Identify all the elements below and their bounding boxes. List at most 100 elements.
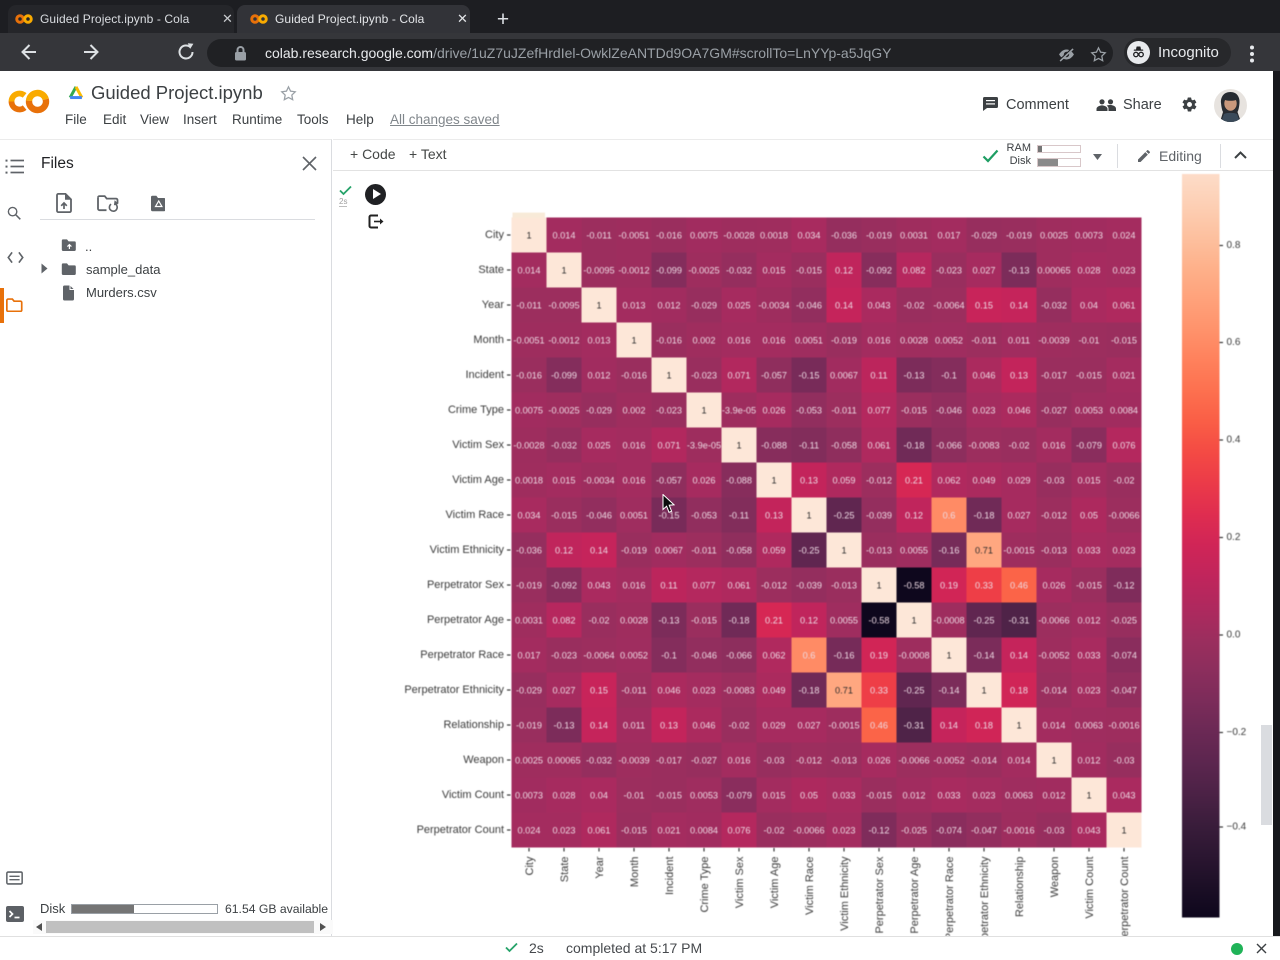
svg-text:0.027: 0.027 — [973, 266, 996, 276]
svg-text:1: 1 — [666, 371, 671, 381]
svg-text:0.0018: 0.0018 — [515, 476, 543, 486]
svg-text:-0.025: -0.025 — [901, 826, 927, 836]
svg-text:1: 1 — [1086, 791, 1091, 801]
svg-text:-0.074: -0.074 — [1111, 651, 1137, 661]
svg-text:0.18: 0.18 — [975, 721, 993, 731]
svg-text:-0.013: -0.013 — [1041, 546, 1067, 556]
svg-text:-0.029: -0.029 — [516, 686, 542, 696]
svg-text:-0.14: -0.14 — [939, 686, 960, 696]
svg-text:0.12: 0.12 — [800, 616, 818, 626]
svg-text:0.0051: 0.0051 — [795, 336, 823, 346]
svg-text:0.082: 0.082 — [553, 616, 576, 626]
svg-text:Perpetrator Ethnicity: Perpetrator Ethnicity — [979, 856, 991, 936]
svg-text:-0.0039: -0.0039 — [1038, 336, 1069, 346]
svg-text:0.14: 0.14 — [1010, 651, 1028, 661]
svg-text:-0.079: -0.079 — [1076, 441, 1102, 451]
svg-text:0.028: 0.028 — [1078, 266, 1101, 276]
svg-text:Weapon: Weapon — [1049, 857, 1061, 898]
svg-text:0.062: 0.062 — [763, 651, 786, 661]
svg-text:-0.31: -0.31 — [904, 721, 925, 731]
svg-text:0.33: 0.33 — [870, 686, 888, 696]
svg-text:Victim Race: Victim Race — [804, 857, 816, 915]
svg-text:0.025: 0.025 — [588, 441, 611, 451]
svg-text:0.023: 0.023 — [1078, 686, 1101, 696]
svg-text:-0.015: -0.015 — [796, 266, 822, 276]
svg-text:Relationship: Relationship — [443, 719, 504, 731]
svg-text:-0.0025: -0.0025 — [688, 266, 719, 276]
svg-text:-0.057: -0.057 — [761, 371, 787, 381]
svg-text:0.015: 0.015 — [1078, 476, 1101, 486]
svg-text:0.034: 0.034 — [798, 231, 821, 241]
svg-text:0.016: 0.016 — [728, 336, 751, 346]
svg-text:-0.18: -0.18 — [974, 511, 995, 521]
svg-text:-0.0083: -0.0083 — [968, 441, 999, 451]
svg-text:-0.0028: -0.0028 — [723, 231, 754, 241]
svg-text:0.049: 0.049 — [763, 686, 786, 696]
svg-text:-0.1: -0.1 — [941, 371, 957, 381]
svg-text:-0.027: -0.027 — [1041, 406, 1067, 416]
svg-text:0.19: 0.19 — [940, 581, 958, 591]
svg-text:0.12: 0.12 — [835, 266, 853, 276]
svg-text:-0.015: -0.015 — [656, 791, 682, 801]
svg-text:-0.15: -0.15 — [659, 511, 680, 521]
svg-text:-0.011: -0.011 — [831, 406, 856, 416]
svg-text:0.012: 0.012 — [658, 301, 681, 311]
svg-text:0.014: 0.014 — [553, 231, 576, 241]
svg-text:0.19: 0.19 — [870, 651, 888, 661]
svg-text:0.061: 0.061 — [588, 826, 611, 836]
svg-text:0.04: 0.04 — [590, 791, 608, 801]
svg-text:Relationship: Relationship — [1014, 857, 1026, 918]
svg-text:-0.18: -0.18 — [729, 616, 750, 626]
svg-text:0.059: 0.059 — [763, 546, 786, 556]
svg-text:0.061: 0.061 — [868, 441, 891, 451]
svg-text:-0.0083: -0.0083 — [723, 686, 754, 696]
svg-text:-0.032: -0.032 — [551, 441, 577, 451]
svg-text:Year: Year — [594, 856, 606, 879]
svg-text:0.0067: 0.0067 — [655, 546, 683, 556]
svg-text:-0.11: -0.11 — [799, 441, 819, 451]
svg-text:-0.58: -0.58 — [904, 581, 925, 591]
svg-text:-0.12: -0.12 — [1114, 581, 1135, 591]
svg-text:Victim Sex: Victim Sex — [452, 439, 504, 451]
svg-text:0.46: 0.46 — [870, 721, 888, 731]
svg-text:-0.011: -0.011 — [971, 336, 996, 346]
svg-text:0.0025: 0.0025 — [515, 756, 543, 766]
svg-text:Month: Month — [473, 334, 504, 346]
svg-text:-0.015: -0.015 — [1076, 371, 1102, 381]
svg-text:0.002: 0.002 — [623, 406, 646, 416]
svg-text:-0.58: -0.58 — [869, 616, 890, 626]
svg-text:0.043: 0.043 — [588, 581, 611, 591]
svg-text:0.0031: 0.0031 — [900, 231, 928, 241]
svg-text:Victim Ethnicity: Victim Ethnicity — [839, 856, 851, 931]
svg-text:0.011: 0.011 — [1008, 336, 1030, 346]
svg-text:-0.023: -0.023 — [936, 266, 962, 276]
svg-text:0.13: 0.13 — [800, 476, 818, 486]
svg-text:1: 1 — [1051, 756, 1056, 766]
svg-text:0.043: 0.043 — [1113, 791, 1136, 801]
svg-text:Victim Age: Victim Age — [452, 474, 504, 486]
svg-text:0.05: 0.05 — [1080, 511, 1098, 521]
svg-text:0.023: 0.023 — [1113, 546, 1136, 556]
svg-text:-0.13: -0.13 — [1009, 266, 1030, 276]
svg-text:Year: Year — [482, 299, 505, 311]
svg-text:0.13: 0.13 — [1010, 371, 1028, 381]
svg-text:0.13: 0.13 — [765, 511, 783, 521]
svg-text:0.15: 0.15 — [975, 301, 993, 311]
svg-text:Weapon: Weapon — [463, 754, 504, 766]
svg-text:-0.0051: -0.0051 — [618, 231, 649, 241]
svg-text:City: City — [524, 856, 536, 875]
svg-text:-0.058: -0.058 — [726, 546, 752, 556]
svg-text:1: 1 — [771, 476, 776, 486]
svg-text:-0.023: -0.023 — [691, 371, 717, 381]
svg-text:1: 1 — [806, 511, 811, 521]
svg-text:-0.099: -0.099 — [656, 266, 682, 276]
svg-text:0.033: 0.033 — [938, 791, 961, 801]
svg-text:0.0063: 0.0063 — [1075, 721, 1103, 731]
svg-text:-0.047: -0.047 — [1111, 686, 1137, 696]
svg-text:0.024: 0.024 — [518, 826, 541, 836]
svg-text:0.026: 0.026 — [868, 756, 891, 766]
svg-text:-0.0016: -0.0016 — [1003, 826, 1034, 836]
svg-text:0.023: 0.023 — [693, 686, 716, 696]
svg-text:-0.019: -0.019 — [516, 721, 542, 731]
svg-text:0.016: 0.016 — [868, 336, 891, 346]
